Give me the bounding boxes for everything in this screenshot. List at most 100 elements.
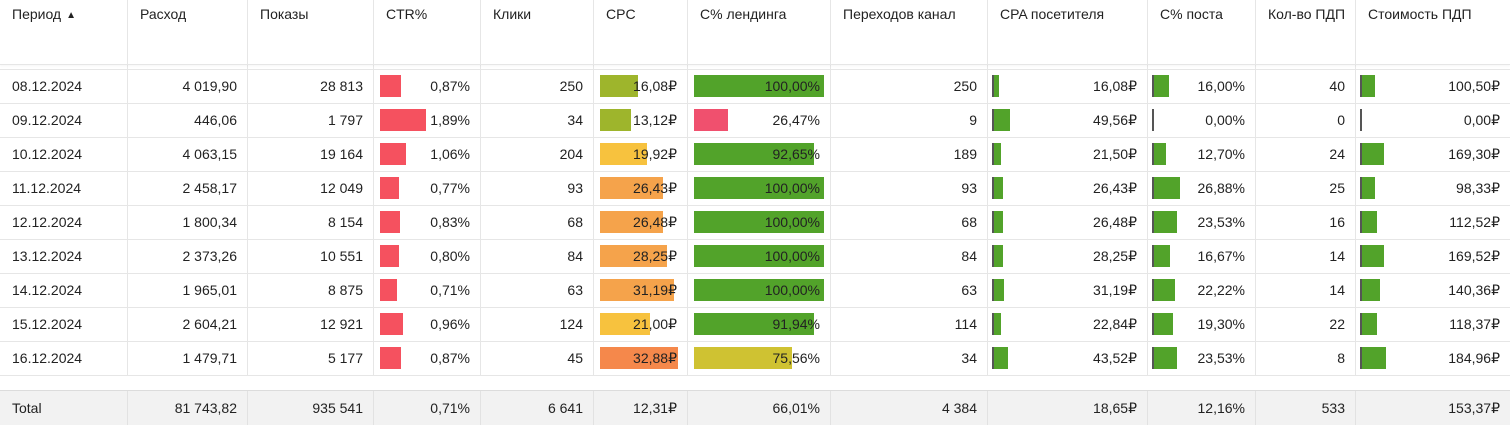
cell-value: 43,52₽ [1093,350,1137,366]
bar-baseline [1360,279,1362,301]
post-bar [1154,245,1171,267]
column-header-label: Показы [260,6,309,22]
cell-cpa: 43,52₽ [988,341,1148,375]
total-value: 12,16% [1197,400,1245,416]
total-period: Total [0,391,128,425]
column-header-ctr[interactable]: CTR% [374,0,481,64]
total-value: 153,37₽ [1448,400,1500,416]
cpa-bar [994,347,1009,369]
bar-baseline [1152,177,1154,199]
sort-ascending-icon[interactable]: ▲ [66,10,77,21]
column-header-landing[interactable]: C% лендинга [688,0,831,64]
cell-value: 92,65% [772,146,820,162]
column-header-label: Расход [140,6,187,22]
column-header-transitions[interactable]: Переходов канал [831,0,988,64]
cell-spend: 2 458,17 [128,171,248,205]
bar-baseline [1152,75,1154,97]
column-header-clicks[interactable]: Клики [481,0,594,64]
cell-cpa: 28,25₽ [988,239,1148,273]
column-header-label: C% лендинга [700,6,787,22]
cell-impressions: 1 797 [248,103,374,137]
total-cpc: 12,31₽ [594,391,688,425]
pdp-cost-bar [1362,279,1381,301]
cell-spend: 1 479,71 [128,341,248,375]
cell-post: 26,88% [1148,171,1256,205]
cpc-bar [600,143,648,165]
table-row[interactable]: 12.12.2024 1 800,34 8 154 0,83% 68 26,48₽ 100,… [0,205,1510,240]
cell-value: 84 [961,248,977,264]
cell-impressions: 28 813 [248,69,374,103]
cell-ctr: 0,87% [374,69,481,103]
ctr-bar [380,245,400,267]
cell-pdp: 22 [1256,307,1356,341]
cell-value: 26,88% [1197,180,1245,196]
column-header-impressions[interactable]: Показы [248,0,374,64]
cell-landing: 75,56% [688,341,831,375]
cell-spend: 2 373,26 [128,239,248,273]
cell-pdp: 24 [1256,137,1356,171]
cell-value: 75,56% [772,350,820,366]
post-bar [1154,177,1180,199]
cell-value: 184,96₽ [1448,350,1500,366]
cell-impressions: 8 875 [248,273,374,307]
total-value: 4 384 [941,400,977,416]
cell-impressions: 10 551 [248,239,374,273]
cell-transitions: 34 [831,341,988,375]
post-bar [1154,75,1170,97]
cell-value: 1,89% [430,112,470,128]
cell-pdp: 8 [1256,341,1356,375]
bar-baseline [992,109,994,131]
column-header-period[interactable]: Период ▲ [0,0,128,64]
column-header-cpa[interactable]: CPA посетителя [988,0,1148,64]
cell-pdp: 40 [1256,69,1356,103]
cell-impressions: 8 154 [248,205,374,239]
cell-period: 10.12.2024 [0,137,128,171]
cell-value: 09.12.2024 [12,112,83,128]
cell-pdp-cost: 100,50₽ [1356,69,1510,103]
cell-cpa: 21,50₽ [988,137,1148,171]
table-row[interactable]: 16.12.2024 1 479,71 5 177 0,87% 45 32,88₽ 75,5… [0,341,1510,376]
cpa-bar [994,143,1001,165]
total-value: Total [12,400,42,416]
table-row[interactable]: 08.12.2024 4 019,90 28 813 0,87% 250 16,08₽ 10… [0,69,1510,104]
landing-bar [694,245,824,267]
cell-period: 16.12.2024 [0,341,128,375]
cell-value: 250 [559,78,583,94]
total-post: 12,16% [1148,391,1256,425]
cell-value: 100,00% [764,248,820,264]
bar-baseline [992,177,994,199]
cell-value: 22,22% [1197,282,1245,298]
column-header-post[interactable]: C% поста [1148,0,1256,64]
table-row[interactable]: 15.12.2024 2 604,21 12 921 0,96% 124 21,00₽ 91… [0,307,1510,342]
cell-clicks: 45 [481,341,594,375]
pdp-cost-bar [1362,347,1386,369]
cell-value: 26,43₽ [633,180,677,196]
cell-value: 1 479,71 [182,350,238,366]
cell-value: 13.12.2024 [12,248,83,264]
column-header-cpc[interactable]: CPC [594,0,688,64]
cell-landing: 100,00% [688,69,831,103]
cpc-bar [600,211,663,233]
column-header-label: Период [12,6,62,22]
cell-ctr: 0,96% [374,307,481,341]
table-row[interactable]: 11.12.2024 2 458,17 12 049 0,77% 93 26,43₽ 100… [0,171,1510,206]
column-header-pdp-cost[interactable]: Стоимость ПДП [1356,0,1510,64]
column-header-spend[interactable]: Расход [128,0,248,64]
table-row[interactable]: 10.12.2024 4 063,15 19 164 1,06% 204 19,92₽ 92… [0,137,1510,172]
cpc-bar [600,279,674,301]
cell-value: 0,87% [430,350,470,366]
cell-value: 26,43₽ [1093,180,1137,196]
cell-ctr: 0,71% [374,273,481,307]
post-bar [1154,279,1176,301]
column-header-pdp[interactable]: Кол-во ПДП [1256,0,1356,64]
cell-value: 2 458,17 [182,180,238,196]
table-row[interactable]: 13.12.2024 2 373,26 10 551 0,80% 84 28,25₽ 100… [0,239,1510,274]
table-row[interactable]: 14.12.2024 1 965,01 8 875 0,71% 63 31,19₽ 100,… [0,273,1510,308]
bar-baseline [1152,109,1154,131]
cell-post: 16,00% [1148,69,1256,103]
cell-value: 1 797 [327,112,363,128]
cell-pdp: 0 [1256,103,1356,137]
bar-baseline [992,75,994,97]
table-row[interactable]: 09.12.2024 446,06 1 797 1,89% 34 13,12₽ 26,47%… [0,103,1510,138]
cell-spend: 2 604,21 [128,307,248,341]
